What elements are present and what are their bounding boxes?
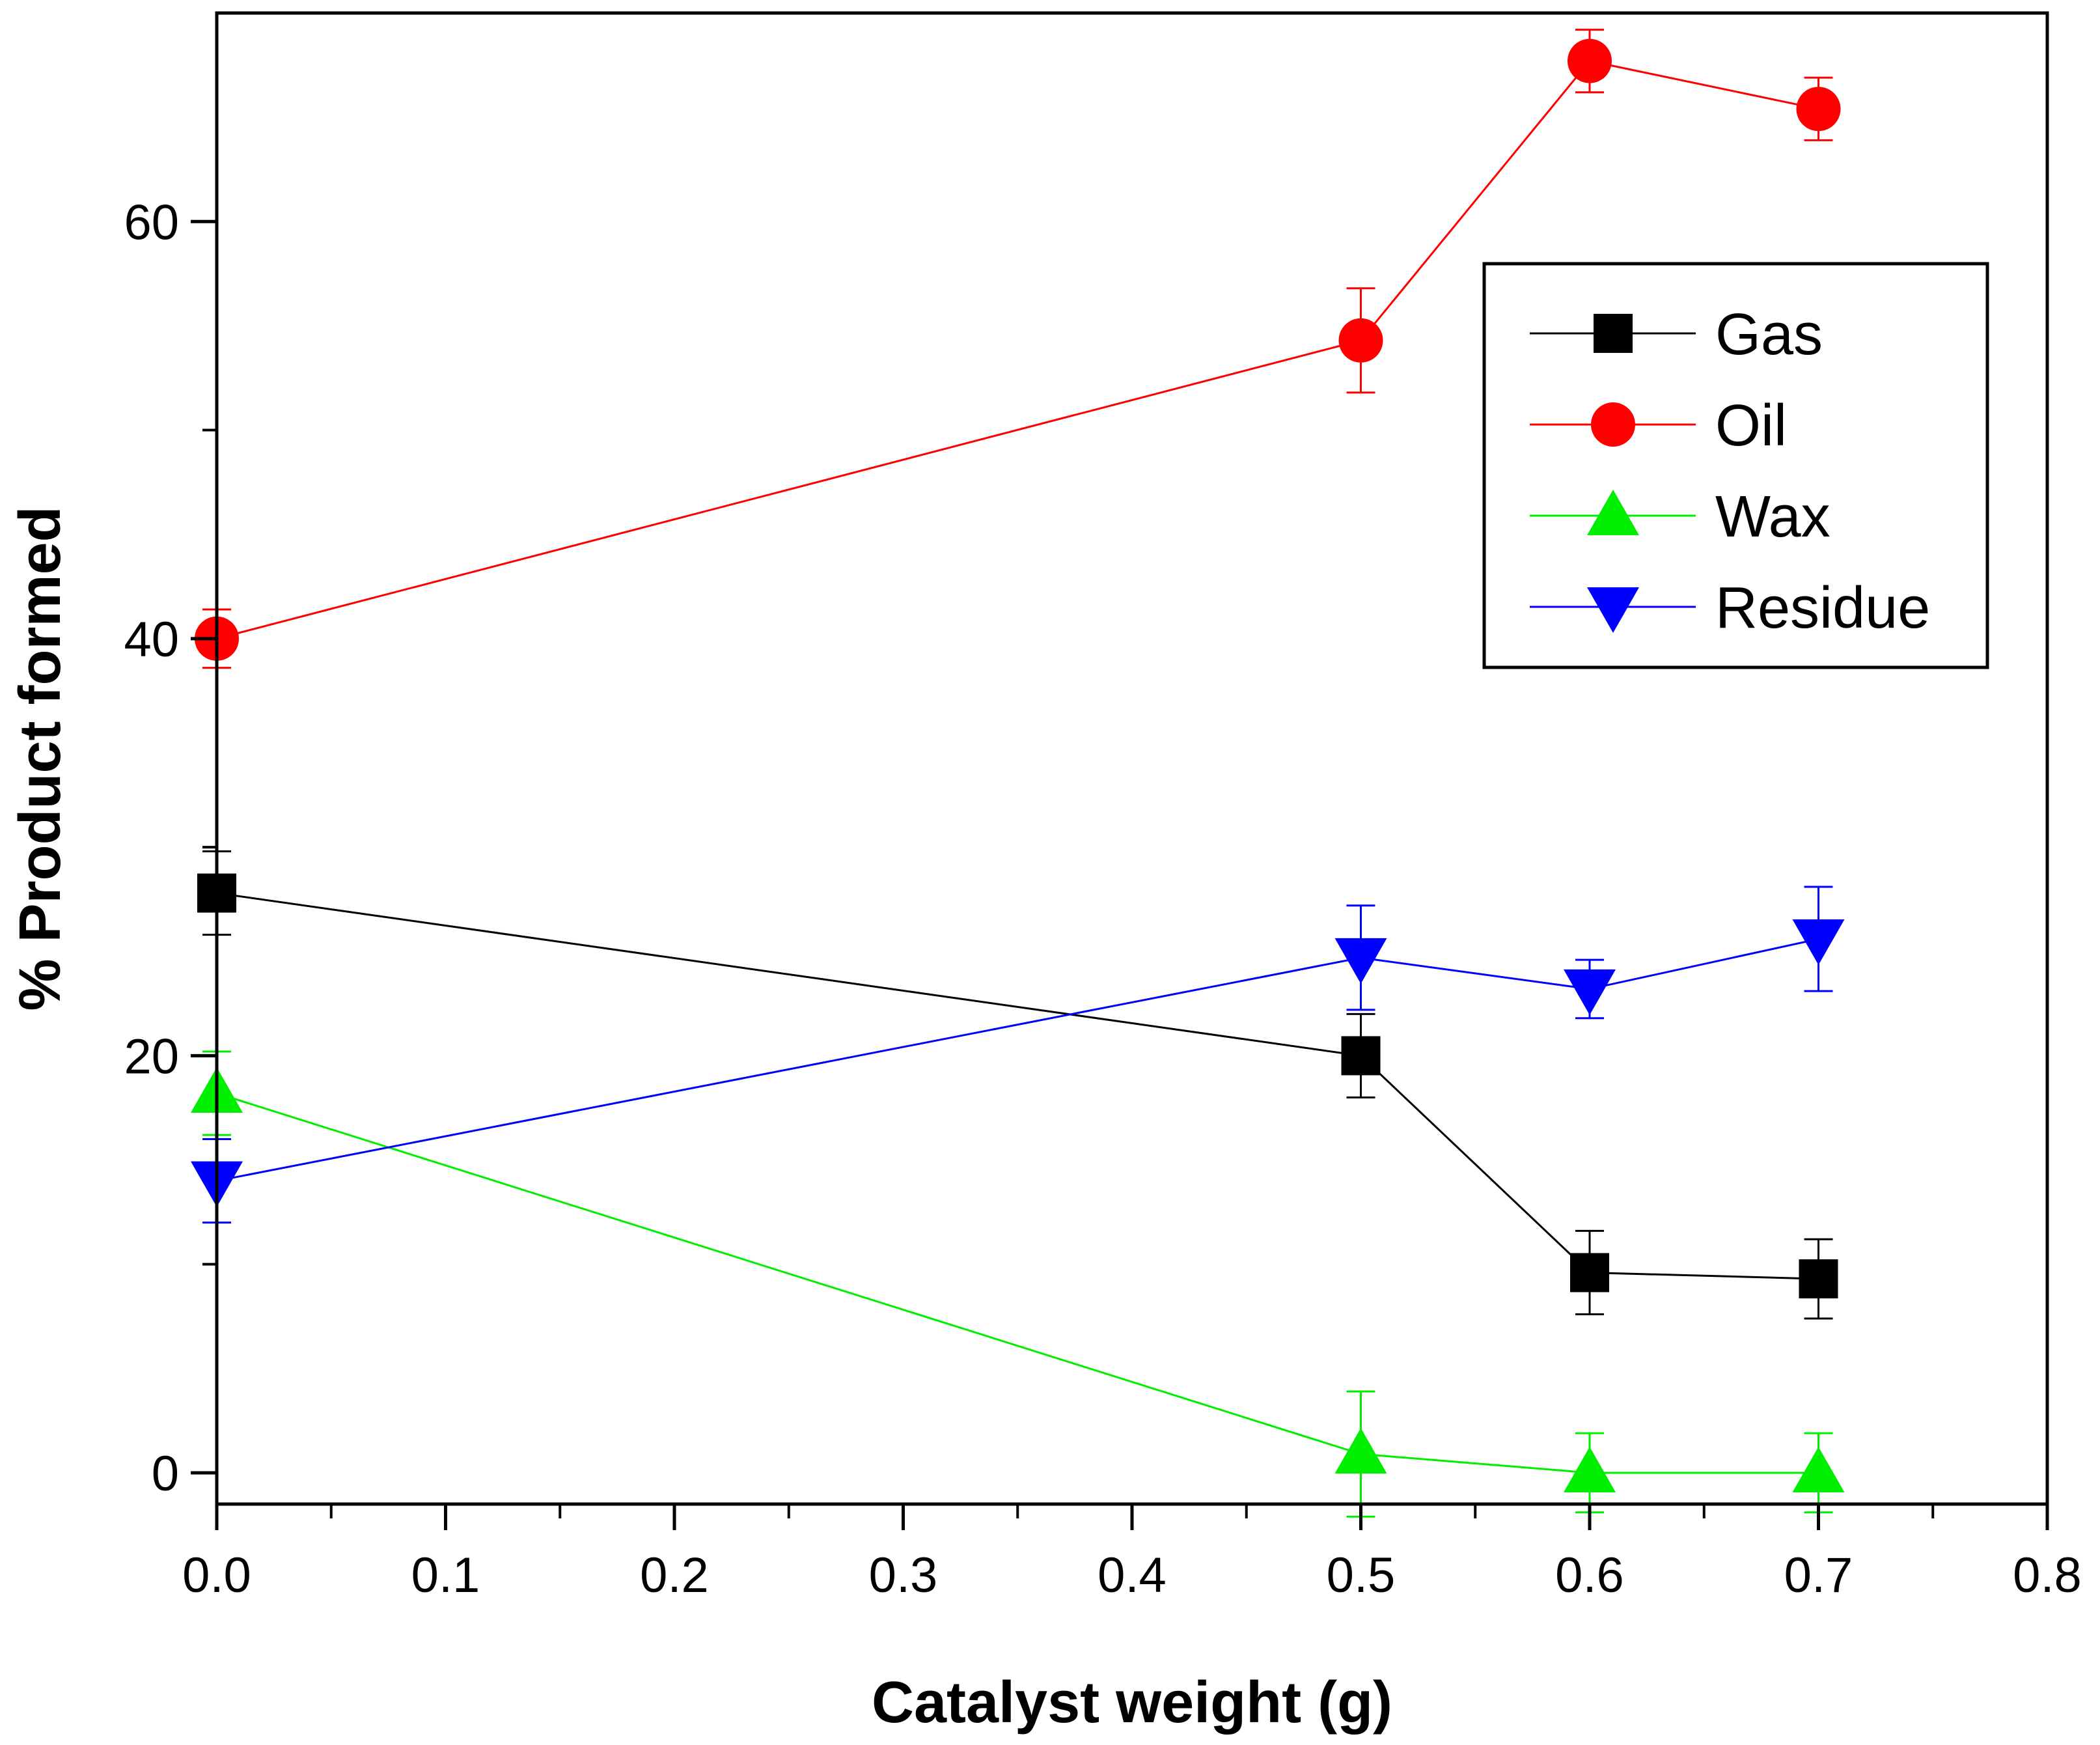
y-tick-label: 20	[124, 1029, 179, 1084]
oil-point	[1568, 38, 1612, 83]
residue-point	[1334, 938, 1387, 984]
legend-label: Gas	[1715, 302, 1823, 367]
x-tick-label: 0.2	[640, 1548, 709, 1603]
legend-marker	[1587, 490, 1639, 535]
wax-point	[1334, 1428, 1387, 1474]
axis-layer: 0.0 0.1 0.2 0.3 0.4 0.5 0.6 0.7 0.8 0 20 40 60	[124, 195, 2081, 1603]
residue-point	[1792, 919, 1845, 966]
y-tick-label: 60	[124, 195, 179, 250]
x-tick-label: 0.7	[1784, 1548, 1853, 1603]
series-layer	[191, 29, 1845, 1518]
legend-label: Oil	[1715, 393, 1787, 458]
y-axis-title: % Product formed	[8, 506, 73, 1011]
y-tick-label: 0	[152, 1446, 179, 1501]
wax-point	[1564, 1446, 1616, 1492]
oil-point	[1338, 318, 1383, 363]
legend: Gas Oil Wax Residue	[1482, 262, 1989, 669]
legend-marker	[1587, 587, 1639, 633]
legend-item-residue: Residue	[1530, 576, 1930, 641]
legend-box	[1482, 262, 1989, 669]
series-residue	[191, 886, 1845, 1224]
x-tick-label: 0.3	[869, 1548, 938, 1603]
y-tick-label: 40	[124, 612, 179, 667]
gas-point	[1570, 1253, 1609, 1292]
x-tick-label: 0.5	[1327, 1548, 1396, 1603]
gas-point	[1341, 1036, 1381, 1076]
series-oil	[195, 29, 1841, 669]
x-axis-title: Catalyst weight (g)	[872, 1670, 1392, 1735]
series-gas	[197, 850, 1838, 1320]
gas-line	[216, 892, 1819, 1280]
legend-items: Gas Oil Wax Residue	[1530, 302, 1930, 641]
legend-item-gas: Gas	[1530, 302, 1823, 367]
residue-point	[1564, 969, 1616, 1015]
gas-point	[1799, 1259, 1838, 1299]
x-tick-label: 0.4	[1098, 1548, 1167, 1603]
wax-point	[1792, 1446, 1845, 1492]
legend-item-wax: Wax	[1530, 484, 1831, 550]
x-tick-label: 0.0	[182, 1548, 251, 1603]
oil-line	[216, 60, 1819, 640]
wax-line	[216, 1092, 1819, 1474]
legend-label: Residue	[1715, 576, 1930, 641]
x-tick-label: 0.1	[411, 1548, 480, 1603]
legend-label: Wax	[1715, 484, 1831, 550]
series-wax	[191, 1050, 1845, 1518]
legend-marker	[1591, 402, 1635, 447]
residue-line	[216, 938, 1819, 1182]
oil-point	[1796, 87, 1841, 132]
x-tick-label: 0.6	[1555, 1548, 1624, 1603]
legend-item-oil: Oil	[1530, 393, 1787, 458]
x-tick-label: 0.8	[2013, 1548, 2082, 1603]
legend-marker	[1594, 314, 1633, 353]
